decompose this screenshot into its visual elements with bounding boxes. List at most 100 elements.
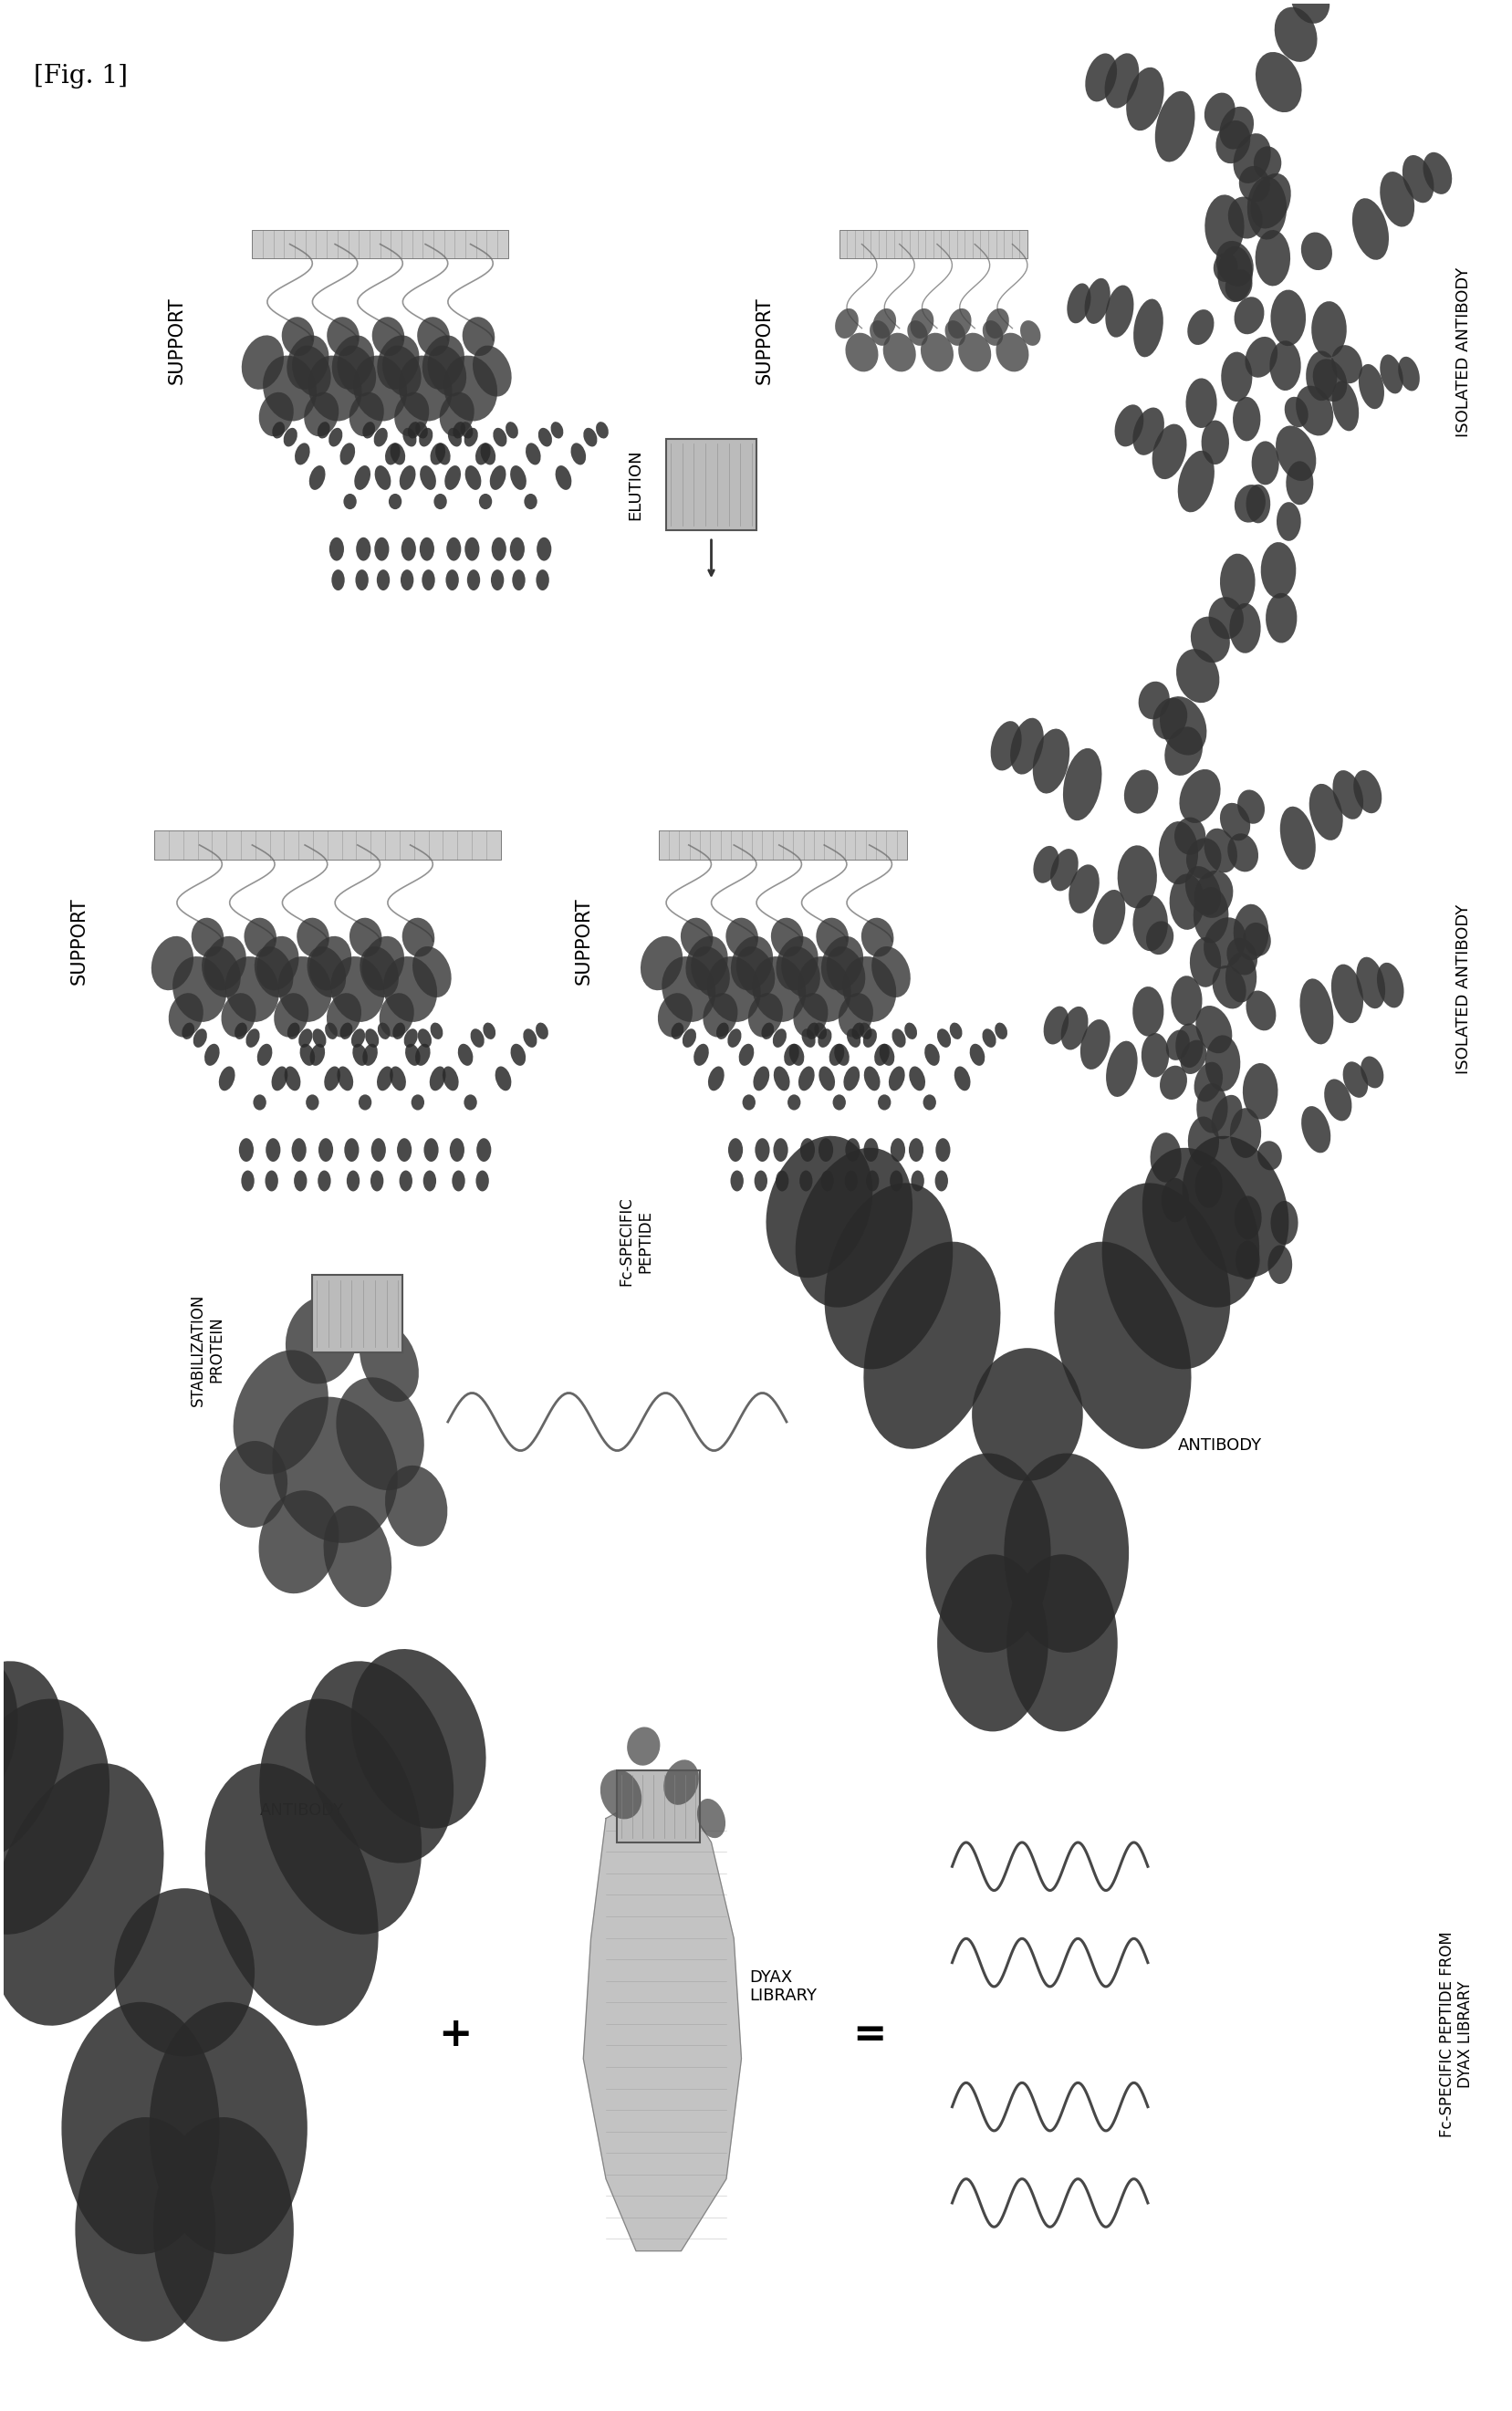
Ellipse shape [399, 465, 416, 489]
Ellipse shape [383, 957, 437, 1022]
Ellipse shape [863, 1138, 878, 1162]
Ellipse shape [476, 1138, 491, 1162]
Ellipse shape [1146, 921, 1173, 955]
Ellipse shape [386, 444, 401, 465]
Ellipse shape [263, 354, 316, 422]
Ellipse shape [1204, 195, 1243, 258]
Ellipse shape [1184, 866, 1220, 916]
Ellipse shape [1269, 340, 1300, 391]
Ellipse shape [862, 1029, 877, 1046]
Ellipse shape [851, 1022, 863, 1039]
Ellipse shape [375, 465, 390, 489]
Ellipse shape [343, 494, 357, 509]
Ellipse shape [1125, 68, 1163, 130]
Ellipse shape [390, 1066, 405, 1090]
Ellipse shape [838, 993, 872, 1037]
Ellipse shape [753, 1066, 770, 1090]
Ellipse shape [434, 494, 446, 509]
Ellipse shape [909, 1066, 925, 1090]
Ellipse shape [233, 1350, 328, 1473]
Ellipse shape [330, 538, 343, 562]
Ellipse shape [281, 316, 314, 357]
Ellipse shape [1043, 1005, 1067, 1044]
Ellipse shape [765, 1136, 872, 1278]
Ellipse shape [351, 1649, 485, 1828]
Ellipse shape [1152, 424, 1185, 480]
Ellipse shape [685, 935, 727, 991]
Ellipse shape [318, 1138, 333, 1162]
Ellipse shape [358, 1095, 372, 1109]
Ellipse shape [1250, 441, 1278, 485]
Ellipse shape [364, 1029, 378, 1046]
Text: Fc-SPECIFIC PEPTIDE FROM
DYAX LIBRARY: Fc-SPECIFIC PEPTIDE FROM DYAX LIBRARY [1438, 1931, 1473, 2139]
Ellipse shape [835, 309, 857, 338]
Ellipse shape [336, 1377, 423, 1490]
Ellipse shape [1193, 887, 1228, 943]
Ellipse shape [324, 1507, 392, 1608]
Ellipse shape [1205, 1034, 1240, 1092]
Ellipse shape [664, 1760, 699, 1806]
Ellipse shape [727, 1138, 742, 1162]
Ellipse shape [829, 1044, 844, 1066]
Ellipse shape [0, 1661, 64, 1864]
Ellipse shape [370, 1138, 386, 1162]
Text: [Fig. 1]: [Fig. 1] [33, 63, 129, 89]
Ellipse shape [1204, 916, 1246, 969]
Ellipse shape [1049, 849, 1078, 892]
Ellipse shape [523, 1029, 537, 1046]
Ellipse shape [1279, 805, 1315, 870]
Ellipse shape [287, 1022, 299, 1039]
Ellipse shape [1204, 829, 1237, 873]
Ellipse shape [376, 335, 419, 391]
Text: ANTIBODY: ANTIBODY [1178, 1437, 1261, 1454]
Ellipse shape [1152, 697, 1187, 740]
Ellipse shape [304, 393, 339, 436]
Ellipse shape [419, 427, 432, 446]
Ellipse shape [1359, 1056, 1383, 1087]
Ellipse shape [393, 1022, 405, 1039]
Ellipse shape [661, 957, 715, 1022]
Ellipse shape [411, 1095, 423, 1109]
Ellipse shape [640, 935, 682, 991]
Text: ISOLATED ANTIBODY: ISOLATED ANTIBODY [1455, 904, 1471, 1075]
Bar [617, 1770, 700, 1842]
Ellipse shape [386, 1466, 448, 1545]
Ellipse shape [1229, 1109, 1261, 1157]
Text: SUPPORT: SUPPORT [168, 297, 186, 383]
Ellipse shape [1179, 769, 1220, 822]
Ellipse shape [402, 919, 434, 957]
Ellipse shape [934, 1138, 950, 1162]
Ellipse shape [1140, 1032, 1169, 1078]
Ellipse shape [869, 321, 889, 345]
Ellipse shape [414, 1044, 429, 1066]
Ellipse shape [1379, 354, 1402, 393]
Ellipse shape [555, 465, 572, 489]
Ellipse shape [934, 1169, 948, 1191]
Ellipse shape [1063, 747, 1101, 820]
Ellipse shape [1193, 870, 1232, 919]
Ellipse shape [463, 316, 494, 357]
Ellipse shape [1019, 321, 1040, 345]
Text: +: + [438, 2016, 472, 2054]
Ellipse shape [1101, 1184, 1229, 1369]
Ellipse shape [1208, 598, 1243, 639]
Ellipse shape [475, 444, 490, 465]
Ellipse shape [0, 1762, 163, 2025]
Ellipse shape [395, 393, 429, 436]
Ellipse shape [658, 993, 692, 1037]
Ellipse shape [398, 354, 452, 422]
Ellipse shape [815, 919, 848, 957]
Ellipse shape [472, 345, 511, 395]
Ellipse shape [798, 1169, 812, 1191]
Ellipse shape [293, 1169, 307, 1191]
Ellipse shape [1232, 398, 1259, 441]
Ellipse shape [813, 1022, 826, 1039]
Ellipse shape [259, 1490, 339, 1594]
Ellipse shape [626, 1726, 659, 1765]
Ellipse shape [1179, 1039, 1207, 1073]
Ellipse shape [168, 993, 203, 1037]
Ellipse shape [789, 1044, 804, 1066]
Ellipse shape [922, 1095, 936, 1109]
Ellipse shape [1201, 420, 1228, 465]
Ellipse shape [510, 1044, 525, 1066]
